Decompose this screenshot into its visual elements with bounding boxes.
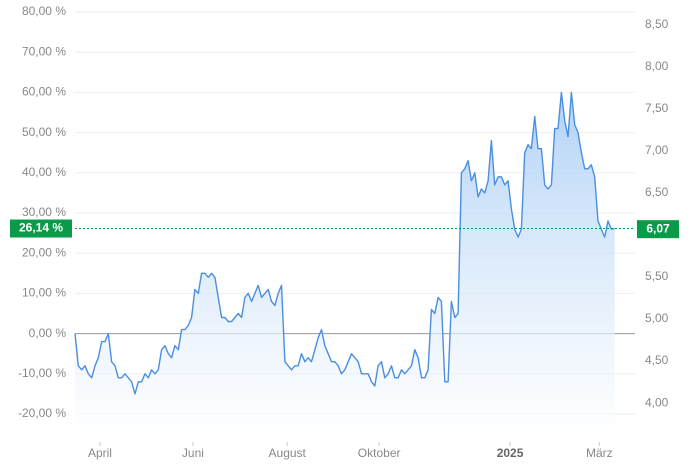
price-badge [637,220,679,239]
y-tick-label: 70,00 % [22,44,66,58]
y-tick-label: 80,00 % [22,4,66,18]
y2-tick-label: 7,50 [645,101,669,115]
y2-tick-label: 5,00 [645,311,669,325]
y-tick-label: 60,00 % [22,85,66,99]
x-tick-label: August [269,446,307,460]
price-label: 6,07 [646,221,670,235]
current-label: 26,14 % [19,221,63,235]
area [75,92,615,441]
y2-tick-label: 8,00 [645,59,669,73]
y2-tick-label: 4,50 [645,353,669,367]
y-tick-label: 40,00 % [22,165,66,179]
x-tick-label: April [88,446,112,460]
y-tick-label: 30,00 % [22,205,66,219]
x-tick-label: 2025 [497,446,524,460]
y-tick-label: 10,00 % [22,286,66,300]
y-tick-label: 0,00 % [29,326,67,340]
x-tick-label: März [586,446,613,460]
y2-tick-label: 4,00 [645,395,669,409]
y2-tick-label: 7,00 [645,143,669,157]
line [74,91,615,395]
y-tick-label: -10,00 % [18,366,66,380]
y2-tick-label: 8,50 [645,17,669,31]
y2-tick-label: 5,50 [645,269,669,283]
y-tick-label: 20,00 % [22,245,66,259]
y-tick-label: -20,00 % [18,406,66,420]
x-tick-label: Juni [182,446,204,460]
x-tick-label: Oktober [358,446,401,460]
y-tick-label: 50,00 % [22,125,66,139]
y2-tick-label: 6,50 [645,185,669,199]
current-badge [10,219,72,238]
